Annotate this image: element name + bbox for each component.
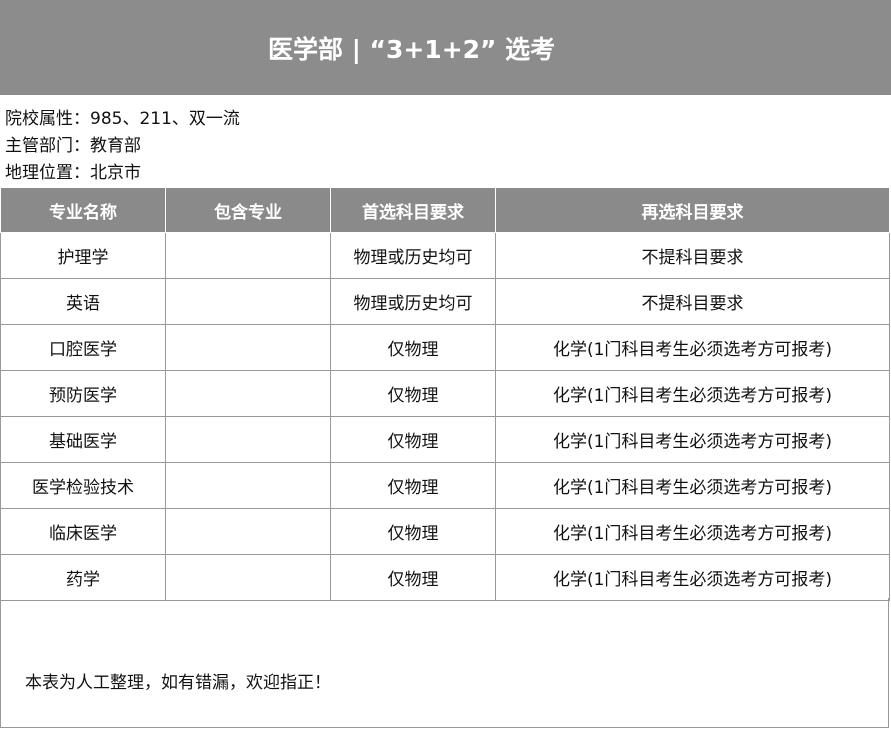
table-cell: 化学(1门科目考生必须选考方可报考) <box>495 554 890 601</box>
table-row: 预防医学 仅物理 化学(1门科目考生必须选考方可报考) <box>0 370 890 417</box>
table-row: 口腔医学 仅物理 化学(1门科目考生必须选考方可报考) <box>0 324 890 371</box>
column-header: 专业名称 <box>0 187 166 233</box>
table-cell: 仅物理 <box>330 416 496 463</box>
column-header: 包含专业 <box>165 187 331 233</box>
department: 主管部门：教育部 <box>5 136 141 156</box>
table-cell: 仅物理 <box>330 324 496 371</box>
table-row: 英语 物理或历史均可 不提科目要求 <box>0 278 890 325</box>
title-banner: 医学部 | “3+1+2” 选考 <box>0 0 891 95</box>
location: 地理位置：北京市 <box>5 163 141 183</box>
table-cell: 基础医学 <box>0 416 166 463</box>
table-cell: 化学(1门科目考生必须选考方可报考) <box>495 370 890 417</box>
table-cell <box>165 416 331 463</box>
table-cell: 护理学 <box>0 232 166 279</box>
footer-frame <box>0 598 889 728</box>
table-cell: 不提科目要求 <box>495 278 890 325</box>
table-cell: 药学 <box>0 554 166 601</box>
table-cell <box>165 370 331 417</box>
table-row: 护理学 物理或历史均可 不提科目要求 <box>0 232 890 279</box>
table-cell <box>165 324 331 371</box>
table-row: 临床医学 仅物理 化学(1门科目考生必须选考方可报考) <box>0 508 890 555</box>
table-cell: 物理或历史均可 <box>330 232 496 279</box>
table-cell: 化学(1门科目考生必须选考方可报考) <box>495 508 890 555</box>
table-cell: 仅物理 <box>330 554 496 601</box>
table-cell: 临床医学 <box>0 508 166 555</box>
table-cell: 医学检验技术 <box>0 462 166 509</box>
table-cell: 仅物理 <box>330 370 496 417</box>
table-cell: 物理或历史均可 <box>330 278 496 325</box>
table-cell: 化学(1门科目考生必须选考方可报考) <box>495 324 890 371</box>
table-cell <box>165 508 331 555</box>
table-cell <box>165 554 331 601</box>
table-cell: 化学(1门科目考生必须选考方可报考) <box>495 462 890 509</box>
column-header: 首选科目要求 <box>330 187 496 233</box>
page-title: 医学部 | “3+1+2” 选考 <box>268 35 556 64</box>
table-cell: 化学(1门科目考生必须选考方可报考) <box>495 416 890 463</box>
column-header: 再选科目要求 <box>495 187 890 233</box>
table-cell: 仅物理 <box>330 508 496 555</box>
table-cell: 不提科目要求 <box>495 232 890 279</box>
table-cell <box>165 278 331 325</box>
footer-note: 本表为人工整理，如有错漏，欢迎指正！ <box>25 673 331 693</box>
table-cell: 预防医学 <box>0 370 166 417</box>
table-row: 基础医学 仅物理 化学(1门科目考生必须选考方可报考) <box>0 416 890 463</box>
table-cell: 英语 <box>0 278 166 325</box>
subject-requirements-table: 专业名称 包含专业 首选科目要求 再选科目要求 护理学 物理或历史均可 不提科目要求 英语物… <box>0 187 890 601</box>
school-attribute: 院校属性：985、211、双一流 <box>5 109 240 129</box>
table-cell: 口腔医学 <box>0 324 166 371</box>
table-cell <box>165 232 331 279</box>
table-cell <box>165 462 331 509</box>
table-cell: 仅物理 <box>330 462 496 509</box>
table-row: 医学检验技术 仅物理 化学(1门科目考生必须选考方可报考) <box>0 462 890 509</box>
table-row: 药学 仅物理 化学(1门科目考生必须选考方可报考) <box>0 554 890 601</box>
